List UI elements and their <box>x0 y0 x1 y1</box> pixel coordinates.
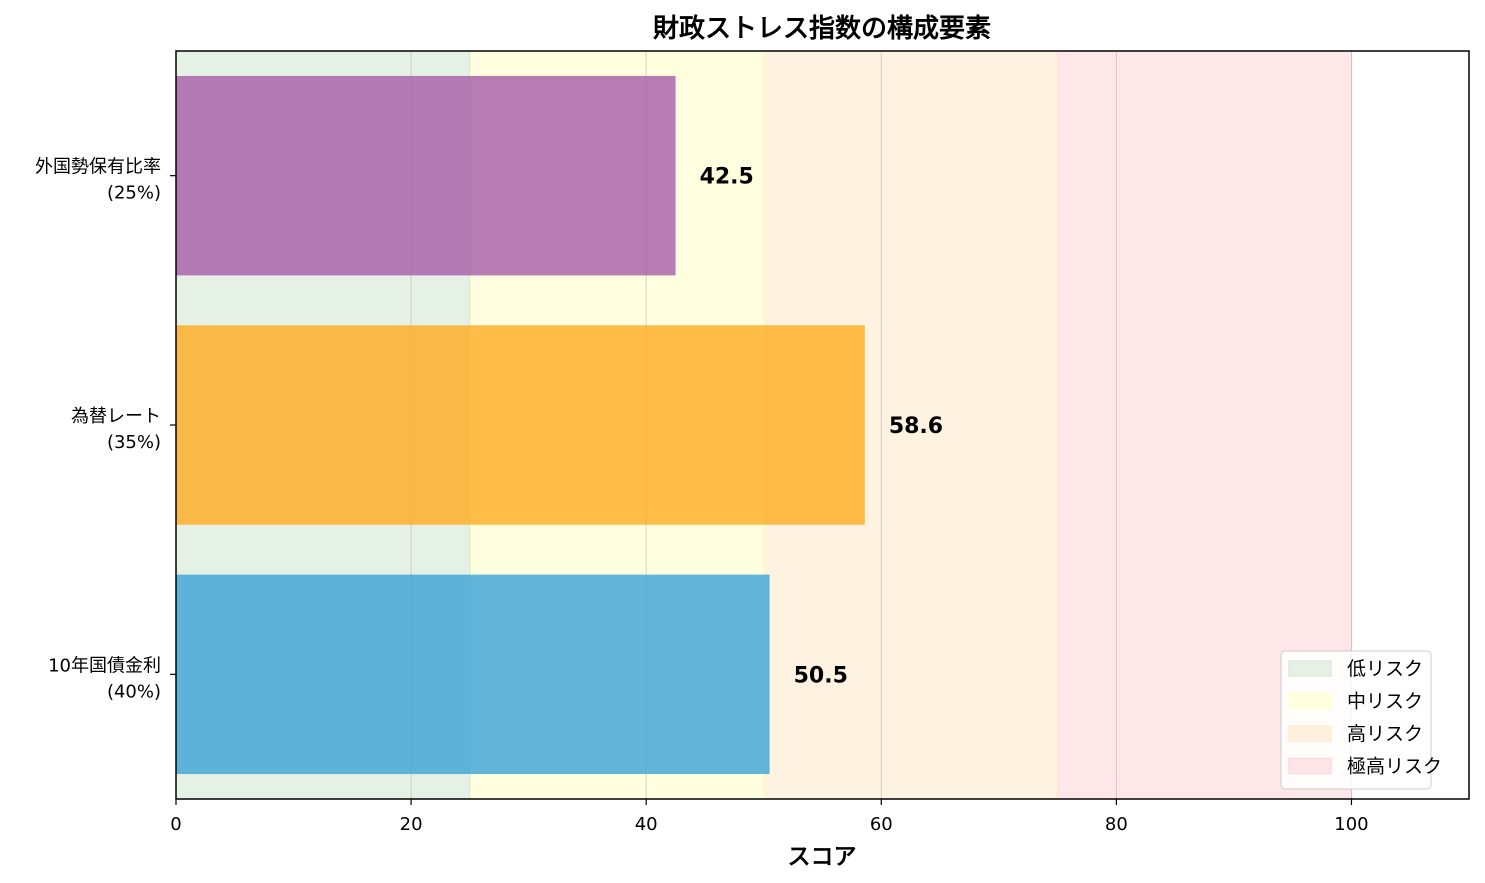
legend-swatch-1 <box>1288 692 1332 710</box>
value-label-0: 50.5 <box>794 663 848 688</box>
legend-label-2: 高リスク <box>1347 723 1423 745</box>
y-tick-weight-1: (35%) <box>107 432 161 453</box>
x-tick-label-4: 80 <box>1105 814 1128 835</box>
y-tick-weight-2: (25%) <box>107 183 161 204</box>
legend-swatch-0 <box>1288 660 1332 677</box>
value-label-1: 58.6 <box>889 414 943 439</box>
y-tick-label-0: 10年国債金利 <box>48 655 161 676</box>
x-tick-label-0: 0 <box>170 814 181 835</box>
legend-label-0: 低リスク <box>1347 658 1423 680</box>
x-tick-label-2: 40 <box>635 814 658 835</box>
x-axis-label: スコア <box>788 844 857 870</box>
x-tick-label-1: 20 <box>400 814 423 835</box>
y-tick-weight-0: (40%) <box>107 681 161 702</box>
value-label-2: 42.5 <box>700 165 754 190</box>
x-ticks: 0 20 40 60 80 100 <box>170 799 1369 835</box>
y-ticks: 10年国債金利 (40%) 為替レート (35%) 外国勢保有比率 (25%) <box>35 157 176 702</box>
chart-title: 財政ストレス指数の構成要素 <box>653 13 991 44</box>
legend-label-1: 中リスク <box>1347 691 1423 713</box>
bar-2 <box>176 75 676 276</box>
bars <box>176 75 865 775</box>
legend-swatch-3 <box>1288 757 1332 775</box>
bar-1 <box>176 325 865 525</box>
legend-swatch-2 <box>1288 725 1332 742</box>
x-tick-label-3: 60 <box>870 814 893 835</box>
y-tick-label-2: 外国勢保有比率 <box>35 157 161 178</box>
value-labels: 50.5 58.6 42.5 <box>700 165 944 689</box>
y-tick-label-1: 為替レート <box>71 406 161 427</box>
bar-0 <box>176 574 770 775</box>
x-tick-label-5: 100 <box>1334 814 1368 835</box>
legend-label-3: 極高リスク <box>1347 756 1442 778</box>
legend-box <box>1280 650 1432 790</box>
